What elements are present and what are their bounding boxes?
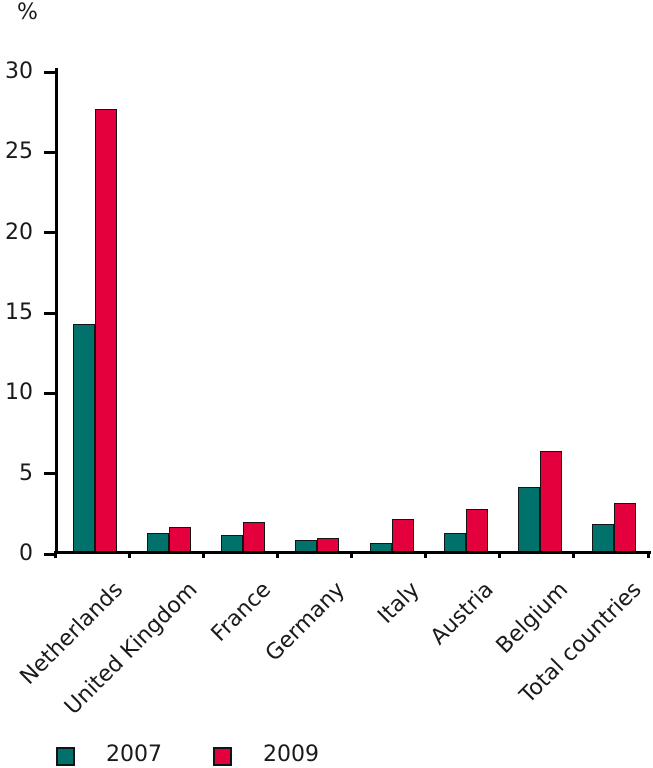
bar-2007-total-countries (591, 523, 614, 551)
y-axis-tick-label: 25 (5, 139, 33, 165)
y-axis-tick-label: 30 (5, 59, 33, 84)
y-axis-tick-label: 20 (5, 219, 33, 245)
bar-2009-italy (391, 518, 414, 551)
x-axis-tick (53, 551, 57, 558)
x-axis-tick (572, 551, 576, 558)
bar-2007-belgium (517, 486, 540, 551)
y-axis-tick-label: 0 (19, 541, 33, 566)
x-axis-tick (275, 551, 279, 558)
x-axis-label-united-kingdom: United Kingdom (59, 577, 203, 720)
bar-2007-france (221, 534, 244, 551)
x-axis-label-france: France (206, 577, 277, 647)
y-axis-tick-label: 10 (5, 380, 33, 406)
x-axis-label-germany: Germany (261, 577, 351, 667)
x-axis-tick (424, 551, 428, 558)
y-axis-tick-label: 5 (19, 460, 33, 486)
bar-2007-austria (443, 533, 466, 551)
y-axis-tick-label: 15 (5, 300, 33, 325)
bar-2007-italy (369, 542, 392, 551)
y-axis-tick (44, 150, 55, 154)
legend-label-2009: 2009 (263, 742, 319, 767)
y-axis-tick (44, 472, 55, 476)
x-axis-tick (498, 551, 502, 558)
legend-swatch-2007 (56, 747, 75, 766)
plot-area (53, 68, 651, 558)
bar-2009-united-kingdom (169, 526, 192, 551)
legend-label-2007: 2007 (106, 742, 162, 767)
bar-2009-france (243, 522, 266, 551)
legend: 2007 2009 (0, 742, 653, 768)
bar-2009-total-countries (613, 502, 636, 551)
y-axis-tick (44, 391, 55, 395)
bar-2009-germany (317, 538, 340, 551)
y-axis-tick (44, 231, 55, 235)
bar-2009-austria (465, 509, 488, 551)
bar-2007-netherlands (73, 324, 96, 551)
legend-swatch-2009 (213, 747, 232, 766)
x-axis-tick (350, 551, 353, 558)
bar-2009-netherlands (95, 109, 118, 551)
bar-2009-belgium (539, 451, 562, 551)
y-axis-tick (44, 311, 55, 315)
y-axis-tick (44, 552, 55, 556)
bar-2007-united-kingdom (147, 533, 170, 551)
x-axis-tick (201, 551, 205, 558)
x-axis-label-austria: Austria (426, 577, 499, 650)
y-axis-unit-label: % (17, 0, 38, 25)
x-axis-label-italy: Italy (373, 577, 425, 629)
bar-2007-germany (295, 539, 318, 551)
y-axis-tick (44, 70, 55, 74)
x-axis-tick (646, 551, 650, 558)
x-axis-labels: Netherlands United Kingdom France Germany It… (16, 554, 651, 720)
x-axis-tick (127, 551, 131, 558)
